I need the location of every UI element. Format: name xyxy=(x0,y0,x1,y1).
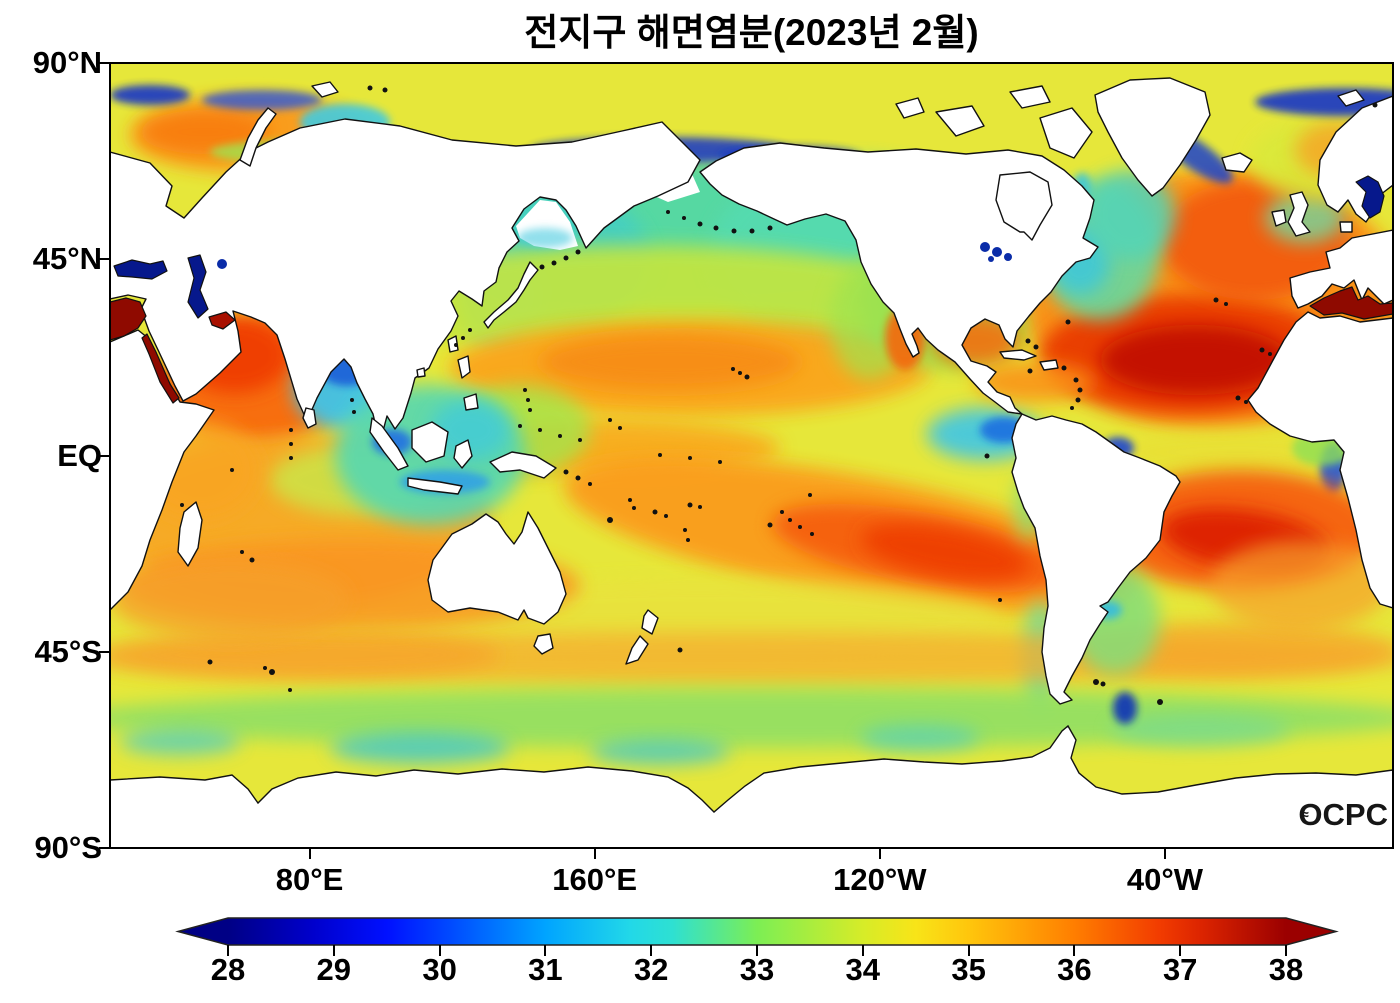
lat-tick-label: EQ xyxy=(57,437,102,473)
colorbar-tick-label: 31 xyxy=(528,952,563,987)
colorbar-tick xyxy=(861,945,864,956)
colorbar-tick xyxy=(544,945,547,956)
lon-tick xyxy=(878,848,881,859)
colorbar-tick-label: 36 xyxy=(1057,952,1092,987)
lat-tick-label: 90°N xyxy=(32,45,102,80)
colorbar-tick-label: 32 xyxy=(633,952,669,987)
lakes xyxy=(217,242,1012,269)
lon-tick-label: 80°E xyxy=(275,862,344,897)
colorbar-tick-label: 28 xyxy=(210,952,246,987)
colorbar xyxy=(175,917,1339,946)
ocean-color-field xyxy=(110,63,1393,848)
lat-tick-label: 45°S xyxy=(34,633,102,669)
colorbar-tick xyxy=(1179,945,1182,956)
inner-seas xyxy=(110,175,1393,404)
lat-tick xyxy=(99,650,110,653)
colorbar-tick-label: 38 xyxy=(1268,952,1304,987)
colorbar-tick xyxy=(967,945,970,956)
lon-tick xyxy=(1163,848,1166,859)
watermark-text: OCPC xyxy=(1298,797,1388,832)
colorbar-tick xyxy=(438,945,441,956)
land-masses xyxy=(110,77,1393,705)
lat-tick xyxy=(99,847,110,849)
lon-tick-label: 40°W xyxy=(1126,862,1203,897)
lon-tick-label: 160°E xyxy=(552,862,638,897)
lon-tick xyxy=(308,848,311,859)
island-dots xyxy=(180,85,1378,705)
colorbar-tick-label: 37 xyxy=(1162,952,1198,987)
colorbar-tick xyxy=(650,945,653,956)
lat-tick xyxy=(99,454,110,457)
lat-tick-label: 45°N xyxy=(32,241,102,277)
colorbar-tick-label: 30 xyxy=(422,952,457,987)
colorbar-tick-label: 34 xyxy=(845,952,881,987)
colorbar-tick-label: 35 xyxy=(951,952,986,987)
page-title: 전지구 해면염분(2023년 2월) xyxy=(524,12,979,53)
colorbar-tick-label: 29 xyxy=(316,952,352,987)
colorbar-tick-label: 33 xyxy=(739,952,775,987)
wave-icon: ≈ xyxy=(1301,806,1309,822)
watermark-logo: OCPC ≈ xyxy=(1270,797,1388,833)
map-border xyxy=(109,62,1394,849)
colorbar-tick xyxy=(227,945,229,956)
colorbar-tick xyxy=(332,945,335,956)
lon-tick xyxy=(593,848,596,859)
colorbar-tick xyxy=(756,945,758,956)
lat-tick xyxy=(99,258,110,261)
lat-tick-label: 90°S xyxy=(34,830,102,865)
lat-tick xyxy=(99,62,110,64)
lon-tick-label: 120°W xyxy=(833,862,927,897)
colorbar-tick xyxy=(1285,945,1287,956)
colorbar-tick xyxy=(1073,945,1076,956)
